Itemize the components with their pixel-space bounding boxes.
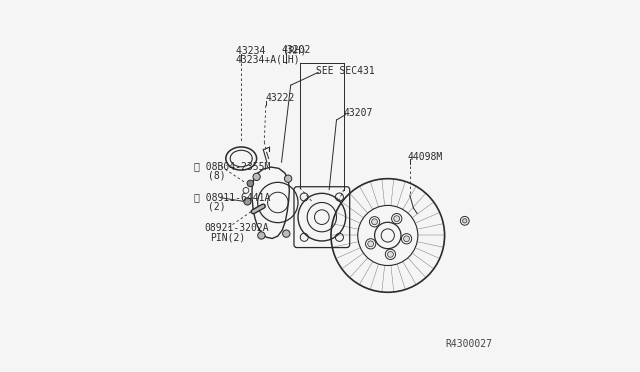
Text: R4300027: R4300027: [445, 339, 492, 349]
Text: PIN(2): PIN(2): [210, 232, 245, 242]
Text: 43207: 43207: [344, 108, 373, 118]
Circle shape: [244, 198, 251, 205]
Circle shape: [368, 241, 374, 247]
Text: 43202: 43202: [282, 45, 311, 55]
Circle shape: [247, 180, 253, 187]
Circle shape: [258, 232, 265, 239]
Text: 43222: 43222: [265, 93, 294, 103]
Circle shape: [284, 175, 292, 182]
Circle shape: [372, 219, 378, 225]
Text: (8): (8): [208, 170, 226, 180]
Circle shape: [394, 216, 399, 222]
Text: (2): (2): [208, 201, 226, 211]
FancyBboxPatch shape: [294, 187, 349, 247]
Circle shape: [404, 236, 410, 242]
Circle shape: [253, 173, 260, 180]
Circle shape: [463, 219, 467, 223]
Circle shape: [283, 230, 290, 237]
Text: ⓝ 08911-6441A: ⓝ 08911-6441A: [193, 192, 270, 202]
Text: 43234+A(LH): 43234+A(LH): [236, 55, 300, 65]
Text: SEE SEC431: SEE SEC431: [316, 65, 375, 76]
Text: 08921-3202A: 08921-3202A: [205, 223, 269, 233]
Text: 44098M: 44098M: [408, 152, 443, 162]
Text: Ⓑ 08B04-2355M: Ⓑ 08B04-2355M: [193, 161, 270, 171]
Text: 43234   (RH): 43234 (RH): [236, 45, 306, 55]
Circle shape: [387, 251, 394, 257]
